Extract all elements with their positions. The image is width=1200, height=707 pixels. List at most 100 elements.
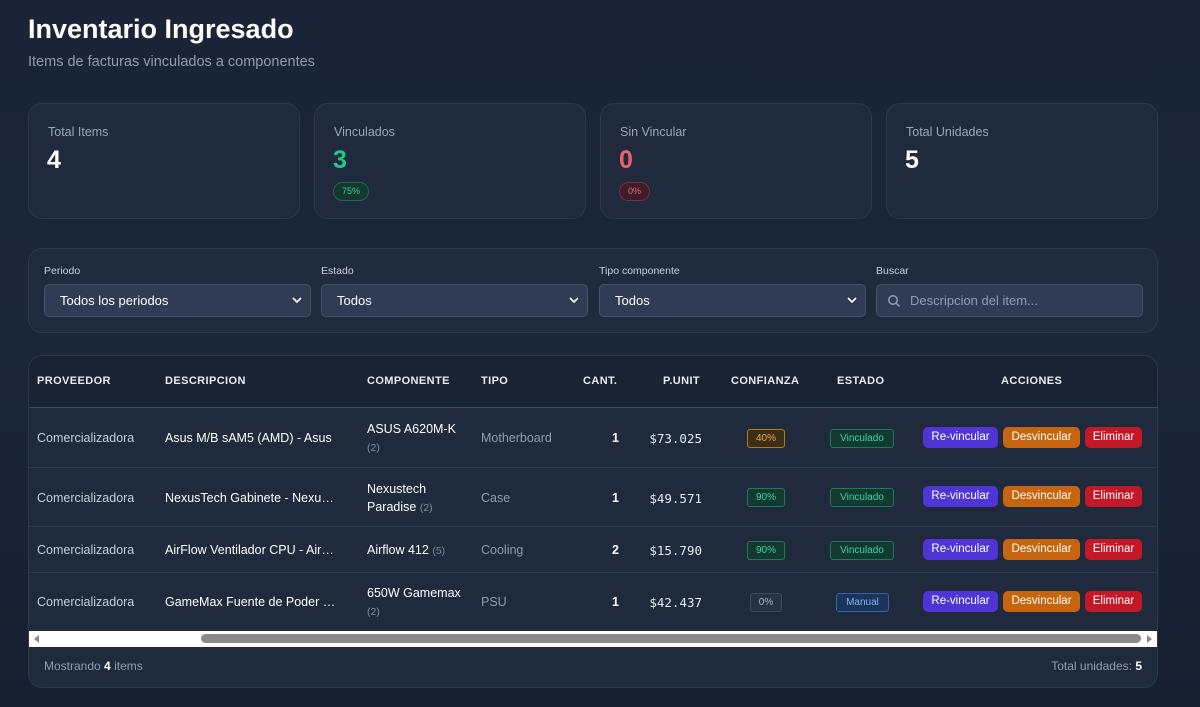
col-tipo[interactable]: TIPO (481, 375, 509, 387)
filter-label: Periodo (44, 265, 81, 277)
estado-badge: Manual (836, 593, 889, 612)
stat-card-sin-vincular: Sin Vincular 0 0% (600, 103, 872, 219)
showing-suffix: items (114, 659, 143, 673)
col-acciones: ACCIONES (1001, 375, 1063, 387)
componente-name: ASUS A620M-K (367, 422, 456, 436)
precio-unitario-cell: $15.790 (649, 543, 702, 558)
col-proveedor[interactable]: PROVEEDOR (37, 375, 111, 387)
eliminar-button[interactable]: Eliminar (1085, 591, 1142, 612)
table-row: Comercializadora Asus M/B sAM5 (AMD) - A… (29, 408, 1157, 468)
chevron-down-icon (292, 297, 302, 304)
percent-badge: 75% (333, 182, 370, 201)
filter-estado: Estado Todos (321, 265, 588, 317)
componente-name: 650W Gamemax (367, 586, 461, 600)
componente-name: Nexustech Paradise (367, 482, 427, 514)
componente-cell[interactable]: Airflow 412 (5) (367, 541, 477, 560)
estado-badge: Vinculado (830, 541, 894, 560)
stat-card-total-unidades: Total Unidades 5 (886, 103, 1158, 219)
componente-count: (2) (419, 502, 433, 514)
scroll-left-arrow-icon[interactable] (32, 634, 42, 644)
select-value: Todos (337, 293, 372, 308)
filter-buscar: Buscar Descripcion del item... (876, 265, 1143, 317)
select-value: Todos los periodos (60, 293, 169, 308)
filter-label: Tipo componente (599, 265, 680, 277)
percent-badge: 0% (619, 182, 651, 201)
confianza-badge: 0% (750, 593, 782, 612)
showing-count: 4 (104, 659, 111, 673)
re-vincular-button[interactable]: Re-vincular (923, 427, 998, 448)
col-punit[interactable]: P.UNIT (663, 375, 701, 387)
proveedor-cell: Comercializadora (37, 491, 135, 505)
cantidad-cell: 1 (612, 431, 619, 445)
col-descripcion[interactable]: DESCRIPCION (165, 375, 246, 387)
proveedor-cell: Comercializadora (37, 543, 135, 557)
desvincular-button[interactable]: Desvincular (1003, 539, 1080, 560)
scrollbar-thumb[interactable] (201, 634, 1141, 643)
componente-count: (2) (367, 442, 380, 454)
descripcion-cell: Asus M/B sAM5 (AMD) - Asus (165, 431, 332, 445)
componente-count: (5) (432, 545, 446, 557)
table-header: PROVEEDOR DESCRIPCION COMPONENTE TIPO CA… (29, 356, 1157, 408)
eliminar-button[interactable]: Eliminar (1085, 427, 1142, 448)
select-value: Todos (615, 293, 650, 308)
filter-label: Buscar (876, 265, 909, 277)
search-input[interactable]: Descripcion del item... (876, 284, 1143, 317)
table-row: Comercializadora NexusTech Gabinete - Ne… (29, 468, 1157, 527)
page-subtitle: Items de facturas vinculados a component… (28, 54, 315, 70)
total-units-label: Total unidades: (1051, 659, 1132, 673)
precio-unitario-cell: $49.571 (649, 491, 702, 506)
desvincular-button[interactable]: Desvincular (1003, 427, 1080, 448)
tipo-cell: Cooling (481, 543, 524, 557)
col-estado[interactable]: ESTADO (837, 375, 885, 387)
proveedor-cell: Comercializadora (37, 431, 135, 445)
filter-periodo: Periodo Todos los periodos (44, 265, 311, 317)
re-vincular-button[interactable]: Re-vincular (923, 591, 998, 612)
chevron-down-icon (847, 297, 857, 304)
col-componente[interactable]: COMPONENTE (367, 375, 450, 387)
re-vincular-button[interactable]: Re-vincular (923, 486, 998, 507)
re-vincular-button[interactable]: Re-vincular (923, 539, 998, 560)
stat-value: 0 (619, 146, 633, 174)
showing-count-text: Mostrando 4 items (44, 659, 143, 673)
precio-unitario-cell: $73.025 (649, 431, 702, 446)
componente-cell[interactable]: ASUS A620M-K (2) (367, 420, 462, 457)
search-placeholder: Descripcion del item... (910, 293, 1038, 308)
tipo-componente-select[interactable]: Todos (599, 284, 866, 317)
search-icon (888, 295, 901, 308)
confianza-badge: 90% (747, 541, 785, 560)
horizontal-scrollbar[interactable] (29, 631, 1157, 647)
table-row: Comercializadora GameMax Fuente de Poder… (29, 573, 1157, 631)
col-confianza[interactable]: CONFIANZA (731, 375, 800, 387)
confianza-badge: 40% (747, 429, 785, 448)
componente-cell[interactable]: 650W Gamemax (2) (367, 584, 462, 621)
col-cant[interactable]: CANT. (583, 375, 618, 387)
stat-label: Vinculados (334, 125, 395, 139)
eliminar-button[interactable]: Eliminar (1085, 539, 1142, 560)
scroll-right-arrow-icon[interactable] (1144, 634, 1154, 644)
estado-badge: Vinculado (830, 429, 894, 448)
chevron-down-icon (569, 297, 579, 304)
componente-cell[interactable]: Nexustech Paradise (2) (367, 480, 462, 517)
filter-label: Estado (321, 265, 354, 277)
eliminar-button[interactable]: Eliminar (1085, 486, 1142, 507)
descripcion-cell: GameMax Fuente de Poder - GameMax (165, 595, 337, 609)
desvincular-button[interactable]: Desvincular (1003, 591, 1080, 612)
filters-panel: Periodo Todos los periodos Estado Todos … (28, 248, 1158, 333)
estado-select[interactable]: Todos (321, 284, 588, 317)
inventory-table: PROVEEDOR DESCRIPCION COMPONENTE TIPO CA… (28, 355, 1158, 688)
stat-card-vinculados: Vinculados 3 75% (314, 103, 586, 219)
periodo-select[interactable]: Todos los periodos (44, 284, 311, 317)
desvincular-button[interactable]: Desvincular (1003, 486, 1080, 507)
page-title: Inventario Ingresado (28, 14, 294, 44)
cantidad-cell: 1 (612, 595, 619, 609)
filter-tipo: Tipo componente Todos (599, 265, 866, 317)
tipo-cell: Motherboard (481, 431, 552, 445)
componente-name: Airflow 412 (367, 543, 429, 557)
tipo-cell: PSU (481, 595, 507, 609)
componente-count: (2) (367, 606, 380, 618)
stat-card-total-items: Total Items 4 (28, 103, 300, 219)
stat-label: Sin Vincular (620, 125, 687, 139)
descripcion-cell: NexusTech Gabinete - NexusTech (165, 491, 337, 505)
stat-value: 3 (333, 146, 347, 174)
precio-unitario-cell: $42.437 (649, 595, 702, 610)
